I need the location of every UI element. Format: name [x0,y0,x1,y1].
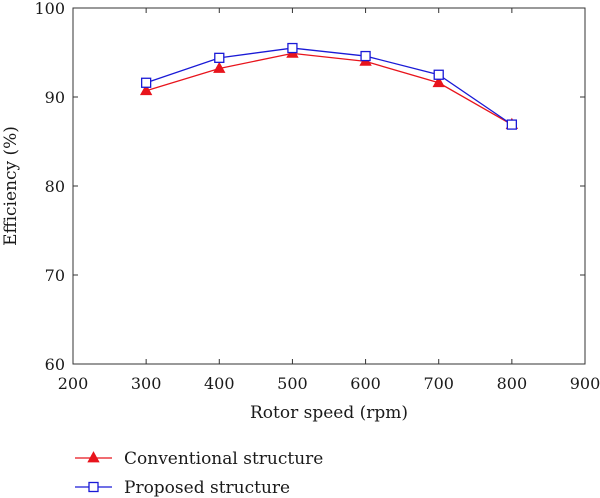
axis-ticks: 200 300 400 500 600 700 800 900 60 70 80 90 100 [34,0,600,393]
data-point [287,42,298,54]
x-tick-label: 500 [277,374,308,393]
legend-marker [88,481,99,493]
x-tick-label: 300 [131,374,162,393]
y-tick-label: 90 [45,88,65,107]
y-tick-label: 80 [45,177,65,196]
legend: Conventional structure Proposed structure [75,449,323,498]
data-point [139,83,153,96]
x-tick-label: 400 [204,374,235,393]
series-layer [139,42,519,130]
data-point [140,77,152,88]
x-tick-label: 600 [350,374,381,393]
series-proposed [140,42,518,130]
data-point [213,61,226,73]
data-point [432,75,445,88]
data-point [506,119,518,130]
x-tick-label: 200 [58,374,89,393]
x-tick-label: 800 [497,374,528,393]
y-tick-label: 70 [45,266,65,285]
plot-frame [72,7,586,365]
series-line [145,47,513,126]
y-axis-label: Efficiency (%) [1,126,21,246]
legend-label: Proposed structure [124,478,290,498]
series-line [145,52,513,126]
legend-entry: Proposed structure [75,478,290,498]
legend-label: Conventional structure [124,449,323,469]
legend-entry: Conventional structure [75,449,323,469]
legend-marker [87,451,100,463]
data-point [433,69,444,80]
x-tick-label: 900 [570,374,600,393]
x-axis-label: Rotor speed (rpm) [250,403,408,423]
series-conventional [139,46,519,129]
x-tick-label: 700 [423,374,454,393]
y-tick-label: 60 [45,355,65,374]
data-point [360,50,371,62]
y-tick-label: 100 [34,0,65,18]
data-point [214,52,225,63]
